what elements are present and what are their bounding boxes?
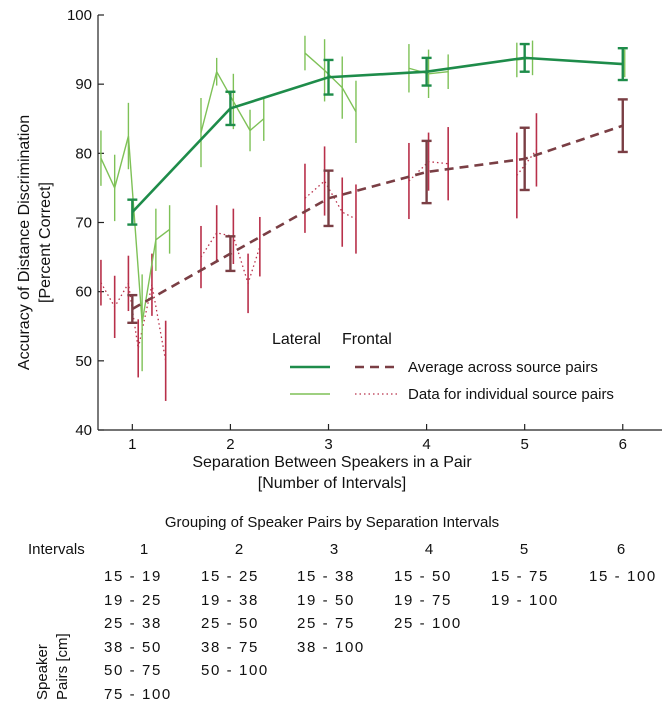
legend-header-frontal: Frontal	[342, 331, 392, 348]
x-axis-label: Separation Between Speakers in a Pair	[192, 454, 472, 471]
x-tick-label: 4	[422, 436, 430, 453]
series-lateral-average-line	[132, 58, 622, 212]
series-frontal-individual-line	[305, 181, 356, 219]
y-tick-label: 100	[67, 7, 92, 24]
table-title: Grouping of Speaker Pairs by Separation …	[0, 514, 664, 531]
table-col-header: 2	[209, 541, 269, 558]
x-axis-label-units: [Number of Intervals]	[258, 475, 407, 492]
y-tick-label: 50	[75, 353, 92, 370]
table-cell: 15 - 38	[297, 565, 365, 589]
table-cell: 75 - 100	[104, 683, 172, 706]
y-axis-label: Accuracy of Distance Discrimination	[16, 115, 33, 370]
table-side-label: Speaker Pairs [cm]	[28, 600, 88, 700]
table-column: 15 - 75 19 - 100	[491, 565, 559, 612]
table-cell: 15 - 19	[104, 565, 172, 589]
table-col-header: 6	[591, 541, 651, 558]
table-cell: 25 - 50	[201, 612, 269, 636]
legend-entry-individual: Data for individual source pairs	[408, 386, 614, 403]
x-tick-label: 3	[324, 436, 332, 453]
x-tick-label: 1	[128, 436, 136, 453]
y-tick-label: 70	[75, 215, 92, 232]
series-frontal-individual-line	[517, 150, 537, 176]
table-cell: 19 - 100	[491, 589, 559, 613]
table-cell: 15 - 50	[394, 565, 462, 589]
y-tick-label: 40	[75, 422, 92, 439]
y-tick-label: 80	[75, 145, 92, 162]
table-cell: 50 - 100	[201, 659, 269, 683]
table-cell: 25 - 75	[297, 612, 365, 636]
legend-header-lateral: Lateral	[272, 331, 321, 348]
table-side-label-line1: Speaker	[34, 644, 51, 700]
x-tick-label: 2	[226, 436, 234, 453]
table-cell: 19 - 50	[297, 589, 365, 613]
chart: 40 50 60 70 80 90 100 1 2 3 4 5 6 Separation Between …	[0, 0, 664, 500]
table-col-header: 4	[399, 541, 459, 558]
table-cell: 25 - 100	[394, 612, 462, 636]
table-cell: 25 - 38	[104, 612, 172, 636]
table-column: 15 - 100	[589, 565, 657, 589]
table-row-label: Intervals	[28, 541, 85, 558]
y-axis-label-units: [Percent Correct]	[37, 182, 54, 303]
table-col-header: 1	[114, 541, 174, 558]
series-lateral-individual-line	[201, 72, 264, 133]
table-cell: 19 - 25	[104, 589, 172, 613]
table-column: 15 - 25 19 - 38 25 - 50 38 - 75 50 - 100	[201, 565, 269, 683]
table-cell: 15 - 75	[491, 565, 559, 589]
table-cell: 38 - 50	[104, 636, 172, 660]
table-cell: 38 - 75	[201, 636, 269, 660]
table-cell: 15 - 100	[589, 565, 657, 589]
x-tick-label: 5	[521, 436, 529, 453]
x-tick-label: 6	[619, 436, 627, 453]
table-column: 15 - 38 19 - 50 25 - 75 38 - 100	[297, 565, 365, 659]
table-cell: 38 - 100	[297, 636, 365, 660]
table-column: 15 - 50 19 - 75 25 - 100	[394, 565, 462, 636]
table-column: 15 - 19 19 - 25 25 - 38 38 - 50 50 - 75 …	[104, 565, 172, 706]
table-cell: 19 - 75	[394, 589, 462, 613]
table-cell: 15 - 25	[201, 565, 269, 589]
table-side-label-line2: Pairs [cm]	[54, 633, 71, 700]
y-tick-label: 90	[75, 76, 92, 93]
table-cell: 19 - 38	[201, 589, 269, 613]
table-col-header: 3	[304, 541, 364, 558]
table-col-header: 5	[494, 541, 554, 558]
y-tick-label: 60	[75, 284, 92, 301]
legend-entry-average: Average across source pairs	[408, 359, 598, 376]
series-frontal-average-line	[132, 126, 622, 309]
table-cell: 50 - 75	[104, 659, 172, 683]
